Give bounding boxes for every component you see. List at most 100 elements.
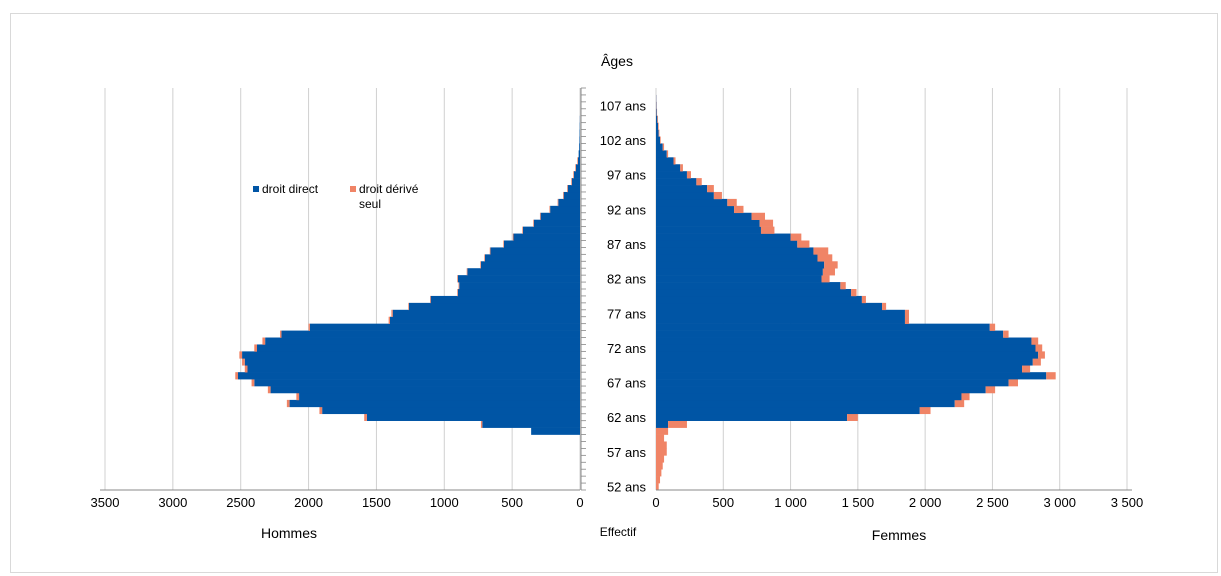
bar-hommes-direct [550, 205, 580, 214]
bar-hommes-direct [575, 164, 580, 172]
bar-hommes-direct [430, 295, 580, 304]
bar-hommes-derive [267, 386, 271, 394]
bar-hommes-direct [579, 136, 580, 144]
bar-femmes-derive [882, 302, 887, 311]
bar-hommes-direct [322, 406, 580, 415]
bar-femmes-direct [656, 275, 822, 283]
bar-hommes-derive [457, 289, 458, 297]
age-tick-label: 57 ans [607, 445, 647, 460]
bar-hommes-derive [522, 226, 523, 234]
right-tick-label: 0 [652, 495, 659, 510]
bar-hommes-derive [466, 268, 468, 276]
bar-femmes-derive [1035, 344, 1043, 352]
left-tick-label: 3000 [158, 495, 187, 510]
right-tick-label: 1 000 [774, 495, 807, 510]
left-tick-label: 500 [501, 495, 523, 510]
bar-hommes-direct [558, 198, 580, 207]
bar-femmes-direct [656, 268, 823, 276]
bar-hommes-derive [539, 212, 541, 220]
bar-femmes-direct [656, 157, 674, 165]
bar-femmes-direct [656, 316, 905, 324]
bar-hommes-derive [484, 254, 485, 262]
center-axis-label: Effectif [600, 525, 637, 539]
bar-femmes-derive [662, 143, 665, 151]
bar-hommes-direct [563, 191, 580, 200]
bar-femmes-derive [840, 282, 846, 290]
bar-femmes-direct [656, 261, 825, 269]
bar-hommes-direct [482, 420, 580, 428]
bar-hommes-derive [577, 157, 578, 165]
bar-femmes-derive [727, 198, 737, 207]
bars [235, 94, 1056, 491]
legend-swatch-derive [350, 186, 356, 192]
bar-femmes-derive [657, 115, 659, 123]
bar-hommes-derive [235, 372, 238, 380]
right-tick-label: 3 500 [1111, 495, 1144, 510]
age-tick-label: 52 ans [607, 480, 647, 495]
bar-femmes-derive [673, 157, 676, 165]
bar-femmes-derive [660, 136, 661, 144]
bar-femmes-derive [656, 455, 665, 463]
bar-hommes-direct [247, 365, 580, 373]
bar-hommes-direct [485, 254, 580, 262]
bar-femmes-direct [656, 254, 818, 262]
bar-hommes-direct [467, 268, 580, 276]
bar-hommes-derive [262, 337, 266, 345]
bar-hommes-derive [571, 178, 572, 186]
bar-femmes-derive [751, 212, 766, 220]
right-tick-label: 1 500 [842, 495, 875, 510]
bar-femmes-direct [656, 178, 697, 186]
right-tick-label: 2 000 [909, 495, 942, 510]
bar-hommes-derive [573, 171, 574, 179]
bar-femmes-direct [656, 413, 848, 421]
bar-femmes-derive [680, 164, 683, 172]
bar-femmes-derive [821, 275, 830, 283]
chart-frame [10, 13, 1218, 573]
bar-femmes-direct [656, 233, 791, 241]
bar-hommes-derive [458, 282, 460, 290]
bar-femmes-direct [656, 330, 1004, 338]
age-tick-label: 67 ans [607, 376, 647, 391]
left-tick-label: 2500 [226, 495, 255, 510]
bar-femmes-direct [656, 219, 760, 227]
bar-femmes-derive [1032, 358, 1041, 366]
bar-femmes-derive [919, 406, 931, 415]
bar-femmes-derive [817, 254, 833, 262]
bar-femmes-derive [759, 219, 774, 227]
bar-femmes-direct [656, 108, 657, 117]
bar-hommes-derive [286, 399, 290, 408]
bar-hommes-direct [457, 289, 580, 297]
bar-femmes-direct [656, 386, 986, 394]
bar-hommes-direct [490, 247, 580, 255]
bar-hommes-derive [254, 344, 257, 352]
hommes-label: Hommes [261, 525, 317, 541]
bar-hommes-derive [408, 302, 409, 311]
bar-femmes-derive [851, 289, 857, 297]
bar-hommes-direct [571, 178, 580, 186]
left-tick-label: 1500 [362, 495, 391, 510]
bar-hommes-direct [242, 351, 581, 359]
bar-hommes-derive [567, 185, 568, 193]
bar-hommes-direct [289, 399, 580, 408]
bar-femmes-derive [707, 185, 714, 193]
bar-hommes-derive [280, 330, 282, 338]
bar-hommes-derive [533, 219, 534, 227]
bar-femmes-direct [656, 129, 659, 137]
age-tick-label: 102 ans [600, 133, 647, 148]
age-tick-label: 87 ans [607, 237, 647, 252]
bar-femmes-direct [656, 171, 687, 179]
bar-femmes-direct [656, 212, 752, 220]
bar-femmes-derive [734, 205, 744, 214]
bar-femmes-direct [656, 205, 735, 214]
bar-femmes-direct [656, 372, 1047, 380]
legend-label-direct: droit direct [262, 182, 319, 196]
bar-femmes-direct [656, 115, 658, 123]
left-tick-label: 3500 [91, 495, 120, 510]
bar-hommes-direct [480, 261, 580, 269]
right-tick-label: 3 000 [1043, 495, 1076, 510]
bar-hommes-derive [251, 379, 255, 387]
bar-femmes-derive [656, 462, 663, 470]
bar-femmes-derive [656, 434, 665, 442]
bar-femmes-derive [1008, 379, 1018, 387]
